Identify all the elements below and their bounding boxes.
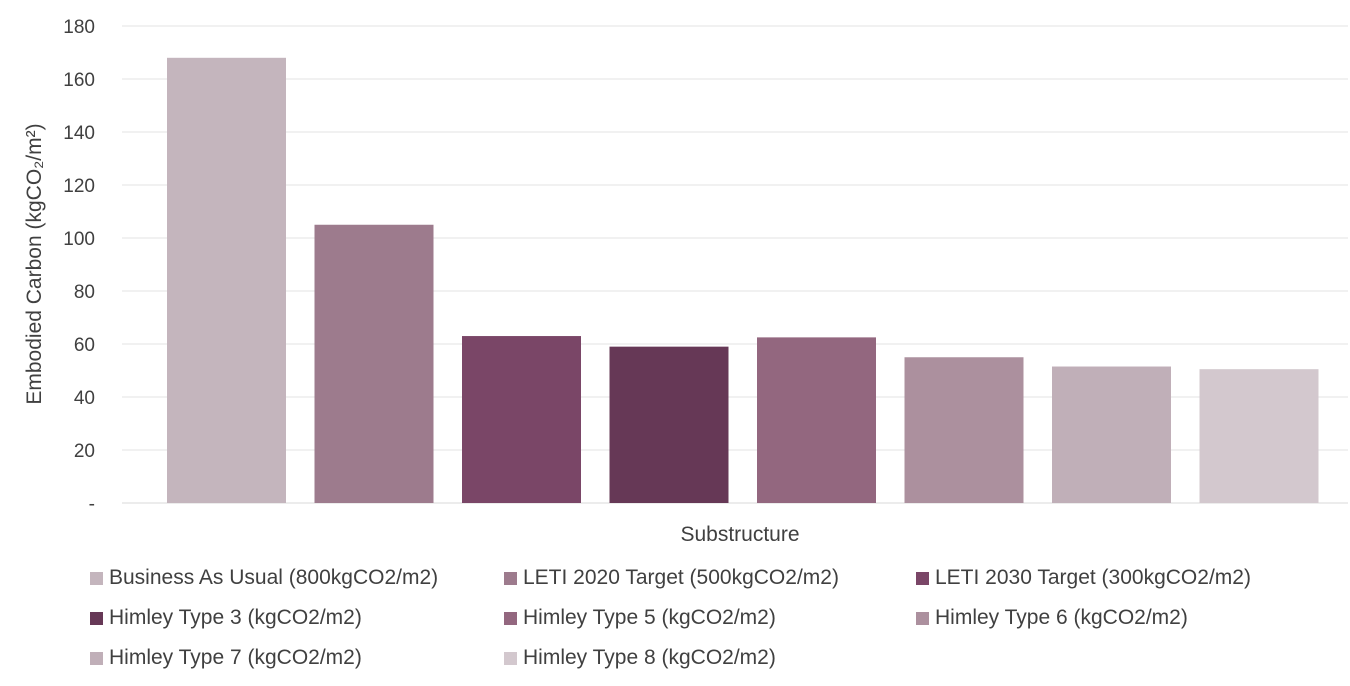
y-tick-label: 60 [74, 335, 95, 356]
y-tick-label: 120 [63, 176, 95, 197]
legend-label: Himley Type 7 (kgCO2/m2) [109, 646, 362, 669]
y-axis-tick-labels: - 20 40 60 80 100 120 140 160 180 [63, 17, 95, 515]
legend-item: Himley Type 7 (kgCO2/m2) [90, 646, 362, 670]
legend-item: Himley Type 3 (kgCO2/m2) [90, 606, 362, 630]
y-tick-label: 20 [74, 441, 95, 462]
legend-swatch [90, 651, 103, 665]
legend-label: Business As Usual (800kgCO2/m2) [109, 566, 439, 589]
x-axis-title: Substructure [680, 523, 799, 546]
bar-7 [1052, 366, 1171, 503]
legend-label: Himley Type 3 (kgCO2/m2) [109, 606, 362, 629]
legend-swatch [504, 571, 517, 585]
bar-2 [314, 224, 434, 503]
bar-8 [1199, 369, 1319, 503]
bar-4 [609, 346, 729, 503]
bar-5 [757, 337, 876, 503]
bar-6 [904, 357, 1024, 503]
bar-3 [462, 336, 581, 503]
legend-swatch [916, 571, 929, 585]
legend-swatch [504, 651, 517, 665]
y-tick-label: 100 [63, 229, 95, 250]
legend-swatch [504, 611, 517, 625]
y-tick-label: 140 [63, 123, 95, 144]
legend-label: Himley Type 5 (kgCO2/m2) [523, 606, 776, 629]
bar-1 [167, 57, 286, 504]
y-tick-label: 40 [74, 388, 95, 409]
legend-item: Himley Type 5 (kgCO2/m2) [504, 606, 776, 630]
bar-chart: - 20 40 60 80 100 120 140 160 180 Substructure Em… [23, 17, 1348, 546]
legend-item: LETI 2030 Target (300kgCO2/m2) [916, 566, 1251, 590]
bars [167, 57, 1319, 504]
y-tick-label: 160 [63, 70, 95, 91]
y-axis-title: Embodied Carbon (kgCO₂/m²) [23, 123, 46, 404]
legend-swatch [90, 571, 103, 585]
legend-label: LETI 2020 Target (500kgCO2/m2) [523, 566, 839, 589]
legend-label: LETI 2030 Target (300kgCO2/m2) [935, 566, 1251, 589]
legend-label: Himley Type 8 (kgCO2/m2) [523, 646, 776, 669]
legend-item: Himley Type 8 (kgCO2/m2) [504, 646, 776, 670]
legend-swatch [90, 611, 103, 625]
y-tick-label: 180 [63, 17, 95, 38]
legend-item: LETI 2020 Target (500kgCO2/m2) [504, 566, 839, 590]
legend-item: Himley Type 6 (kgCO2/m2) [916, 606, 1188, 630]
y-tick-label: - [89, 494, 95, 515]
y-tick-label: 80 [74, 282, 95, 303]
legend-swatch [916, 611, 929, 625]
legend-label: Himley Type 6 (kgCO2/m2) [935, 606, 1188, 629]
legend-item: Business As Usual (800kgCO2/m2) [90, 566, 438, 590]
